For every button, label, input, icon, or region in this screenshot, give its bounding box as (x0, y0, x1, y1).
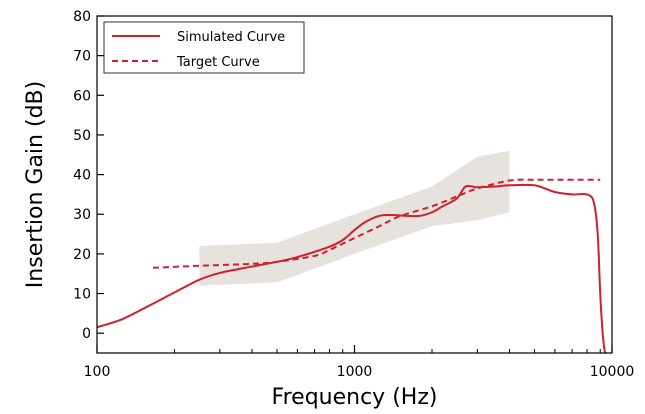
simulated-curve-line (97, 183, 608, 353)
y-tick-label: 50 (73, 128, 91, 144)
x-axis-title: Frequency (Hz) (272, 385, 438, 410)
y-tick-label: 20 (73, 247, 91, 263)
y-tick-label: 0 (82, 326, 91, 342)
target-curve-line (152, 178, 601, 269)
x-tick-label: 100 (84, 364, 111, 380)
y-tick-label: 80 (73, 9, 91, 25)
legend-label: Simulated Curve (177, 30, 285, 45)
tolerance-band (199, 150, 510, 286)
x-tick-label: 1000 (337, 364, 373, 380)
legend-label: Target Curve (176, 55, 260, 70)
y-tick-label: 70 (73, 49, 91, 65)
legend: Simulated Curve Target Curve (103, 21, 305, 74)
legend-box (103, 21, 305, 74)
y-tick-label: 60 (73, 88, 91, 104)
y-axis-title: Insertion Gain (dB) (23, 81, 48, 288)
y-tick-label: 40 (73, 168, 91, 184)
tolerance-band-layer (199, 150, 510, 286)
x-tick-label: 10000 (590, 364, 635, 380)
x-axis: 100 1000 10000 (84, 345, 635, 380)
y-tick-label: 10 (73, 287, 91, 303)
y-axis: 0 10 20 30 40 50 60 70 80 (73, 9, 104, 342)
y-tick-label: 30 (73, 207, 91, 223)
series-layer (97, 178, 608, 353)
